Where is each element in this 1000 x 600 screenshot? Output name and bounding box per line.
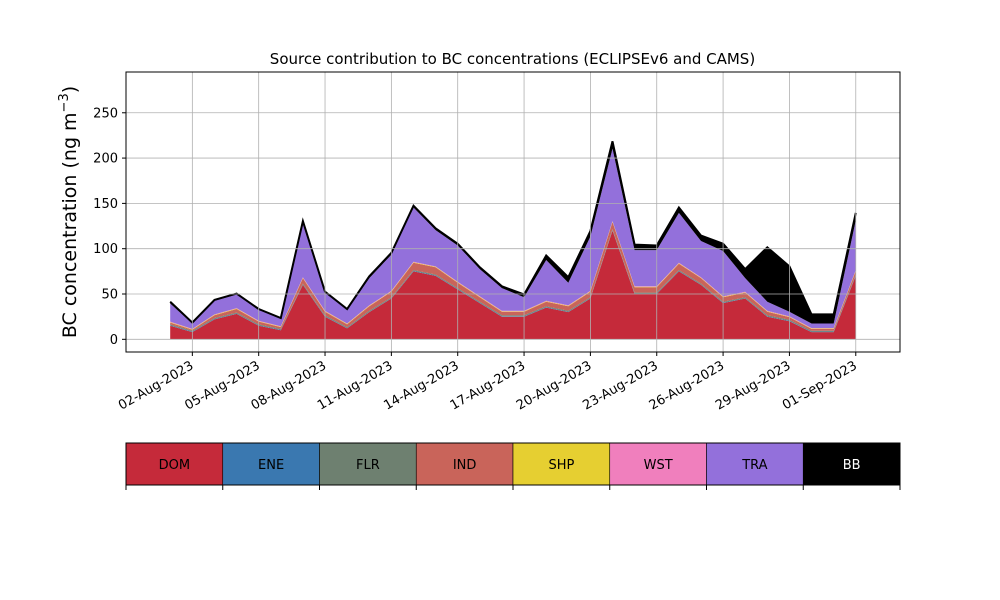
- legend-label-dom: DOM: [159, 458, 190, 473]
- legend: DOM ENE FLR IND SHP WST TRA BB: [125, 442, 901, 490]
- area-dom: [170, 230, 856, 340]
- y-axis-label-close: ): [59, 86, 81, 93]
- plot-area: 05010015020025002-Aug-202305-Aug-202308-…: [93, 71, 901, 414]
- total-line: [169, 141, 857, 325]
- legend-label-shp: SHP: [548, 458, 574, 473]
- y-tick-label: 100: [93, 242, 118, 257]
- plot-frame: [125, 71, 901, 353]
- legend-label-ene: ENE: [258, 458, 284, 473]
- legend-swatch-shp: [512, 442, 611, 486]
- y-axis-label: BC concentration (ng m−3): [57, 86, 81, 338]
- y-tick-label: 200: [93, 152, 118, 167]
- legend-label-tra: TRA: [741, 458, 767, 473]
- legend-swatch-tra: [706, 442, 804, 486]
- y-tick-label: 250: [93, 106, 118, 121]
- area-bb: [170, 141, 856, 324]
- chart-title: Source contribution to BC concentrations…: [270, 50, 755, 68]
- legend-swatch-wst: [609, 442, 707, 486]
- y-tick-label: 50: [101, 288, 118, 303]
- y-tick-label: 150: [93, 197, 118, 212]
- legend-label-bb: BB: [843, 458, 861, 473]
- y-tick-label: 0: [110, 333, 118, 348]
- y-axis-label-text: BC concentration (ng m: [59, 112, 81, 338]
- legend-swatch-ene: [222, 442, 320, 486]
- legend-label-flr: FLR: [356, 458, 380, 473]
- legend-label-ind: IND: [453, 458, 477, 473]
- legend-swatch-dom: [125, 442, 224, 486]
- legend-swatch-flr: [319, 442, 417, 486]
- y-axis-label-superscript: −3: [57, 93, 72, 112]
- legend-label-wst: WST: [644, 458, 673, 473]
- area-tra: [170, 148, 856, 329]
